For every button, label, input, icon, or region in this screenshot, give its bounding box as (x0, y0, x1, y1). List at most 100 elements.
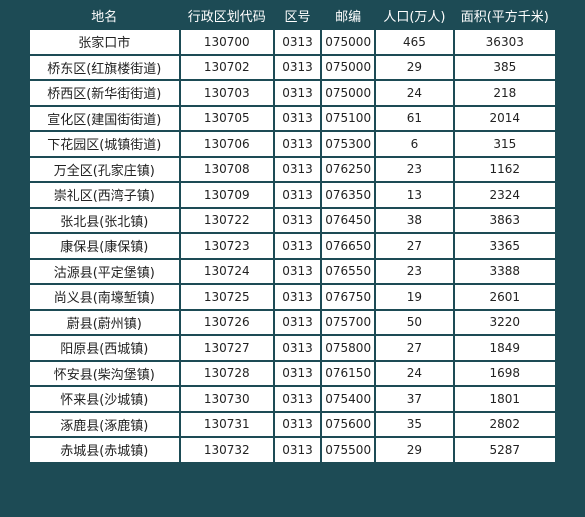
table-row: 张家口市 130700 0313 075000 465 36303 (30, 30, 555, 54)
table-row: 崇礼区(西湾子镇) 130709 0313 076350 13 2324 (30, 183, 555, 207)
postcode-cell: 076650 (322, 234, 375, 258)
population-cell: 27 (376, 336, 453, 360)
area-code-cell: 0313 (274, 438, 321, 462)
area-cell: 2324 (454, 183, 555, 207)
table-row: 张北县(张北镇) 130722 0313 076450 38 3863 (30, 208, 555, 232)
area-code-cell: 0313 (274, 132, 321, 156)
population-cell: 23 (376, 157, 453, 181)
area-cell: 2014 (454, 106, 555, 130)
area-code-cell: 0313 (274, 336, 321, 360)
area-code-cell: 0313 (274, 30, 321, 54)
header-population: 人口(万人) (383, 9, 446, 25)
code-cell: 130724 (180, 259, 273, 283)
code-cell: 130702 (180, 55, 273, 79)
code-cell: 130732 (180, 438, 273, 462)
table-row: 涿鹿县(涿鹿镇) 130731 0313 075600 35 2802 (30, 412, 555, 436)
population-cell: 38 (376, 208, 453, 232)
name-cell: 阳原县(西城镇) (30, 336, 179, 360)
postcode-cell: 075700 (322, 310, 375, 334)
postcode-cell: 075800 (322, 336, 375, 360)
name-cell: 怀安县(柴沟堡镇) (30, 361, 179, 385)
postcode-cell: 076550 (322, 259, 375, 283)
table-row: 康保县(康保镇) 130723 0313 076650 27 3365 (30, 234, 555, 258)
table-row: 尚义县(南壕堑镇) 130725 0313 076750 19 2601 (30, 285, 555, 309)
population-cell: 50 (376, 310, 453, 334)
name-cell: 宣化区(建国街街道) (30, 106, 179, 130)
postcode-cell: 075300 (322, 132, 375, 156)
area-cell: 3388 (454, 259, 555, 283)
postcode-cell: 075000 (322, 55, 375, 79)
name-cell: 怀来县(沙城镇) (30, 387, 179, 411)
code-cell: 130722 (180, 208, 273, 232)
postcode-cell: 075400 (322, 387, 375, 411)
header-postcode: 邮编 (335, 9, 362, 25)
table-body: 张家口市 130700 0313 075000 465 36303 桥东区(红旗楼街道) 13… (30, 30, 555, 462)
area-code-cell: 0313 (274, 81, 321, 105)
name-cell: 桥东区(红旗楼街道) (30, 55, 179, 79)
area-code-cell: 0313 (274, 310, 321, 334)
area-cell: 36303 (454, 30, 555, 54)
area-code-cell: 0313 (274, 157, 321, 181)
name-cell: 涿鹿县(涿鹿镇) (30, 412, 179, 436)
name-cell: 尚义县(南壕堑镇) (30, 285, 179, 309)
code-cell: 130725 (180, 285, 273, 309)
table-row: 怀安县(柴沟堡镇) 130728 0313 076150 24 1698 (30, 361, 555, 385)
area-cell: 2601 (454, 285, 555, 309)
postcode-cell: 075100 (322, 106, 375, 130)
table-row: 万全区(孔家庄镇) 130708 0313 076250 23 1162 (30, 157, 555, 181)
code-cell: 130723 (180, 234, 273, 258)
table-row: 下花园区(城镇街道) 130706 0313 075300 6 315 (30, 132, 555, 156)
code-cell: 130703 (180, 81, 273, 105)
data-table-container: 地名 行政区划代码 区号 邮编 人口(万人) 面积(平方千米) 张家口市 1307… (28, 0, 557, 464)
code-cell: 130730 (180, 387, 273, 411)
area-code-cell: 0313 (274, 183, 321, 207)
population-cell: 465 (376, 30, 453, 54)
postcode-cell: 075600 (322, 412, 375, 436)
header-code: 行政区划代码 (187, 9, 266, 25)
population-cell: 29 (376, 438, 453, 462)
table-header-row: 地名 行政区划代码 区号 邮编 人口(万人) 面积(平方千米) (30, 2, 555, 28)
table-row: 宣化区(建国街街道) 130705 0313 075100 61 2014 (30, 106, 555, 130)
area-cell: 3365 (454, 234, 555, 258)
area-code-cell: 0313 (274, 259, 321, 283)
code-cell: 130709 (180, 183, 273, 207)
population-cell: 29 (376, 55, 453, 79)
name-cell: 沽源县(平定堡镇) (30, 259, 179, 283)
population-cell: 37 (376, 387, 453, 411)
code-cell: 130728 (180, 361, 273, 385)
name-cell: 下花园区(城镇街道) (30, 132, 179, 156)
area-code-cell: 0313 (274, 234, 321, 258)
population-cell: 61 (376, 106, 453, 130)
postcode-cell: 076450 (322, 208, 375, 232)
area-code-cell: 0313 (274, 208, 321, 232)
table-row: 桥西区(新华街街道) 130703 0313 075000 24 218 (30, 81, 555, 105)
area-cell: 5287 (454, 438, 555, 462)
code-cell: 130726 (180, 310, 273, 334)
postcode-cell: 075000 (322, 81, 375, 105)
code-cell: 130731 (180, 412, 273, 436)
area-cell: 1849 (454, 336, 555, 360)
area-cell: 218 (454, 81, 555, 105)
code-cell: 130706 (180, 132, 273, 156)
population-cell: 24 (376, 81, 453, 105)
population-cell: 23 (376, 259, 453, 283)
header-area: 面积(平方千米) (460, 9, 549, 25)
area-cell: 315 (454, 132, 555, 156)
name-cell: 万全区(孔家庄镇) (30, 157, 179, 181)
name-cell: 蔚县(蔚州镇) (30, 310, 179, 334)
postcode-cell: 076250 (322, 157, 375, 181)
code-cell: 130705 (180, 106, 273, 130)
table-row: 怀来县(沙城镇) 130730 0313 075400 37 1801 (30, 387, 555, 411)
population-cell: 35 (376, 412, 453, 436)
area-cell: 3220 (454, 310, 555, 334)
area-code-cell: 0313 (274, 361, 321, 385)
table-row: 桥东区(红旗楼街道) 130702 0313 075000 29 385 (30, 55, 555, 79)
postcode-cell: 076750 (322, 285, 375, 309)
area-code-cell: 0313 (274, 55, 321, 79)
name-cell: 崇礼区(西湾子镇) (30, 183, 179, 207)
name-cell: 赤城县(赤城镇) (30, 438, 179, 462)
population-cell: 6 (376, 132, 453, 156)
name-cell: 桥西区(新华街街道) (30, 81, 179, 105)
name-cell: 张家口市 (30, 30, 179, 54)
area-cell: 1698 (454, 361, 555, 385)
